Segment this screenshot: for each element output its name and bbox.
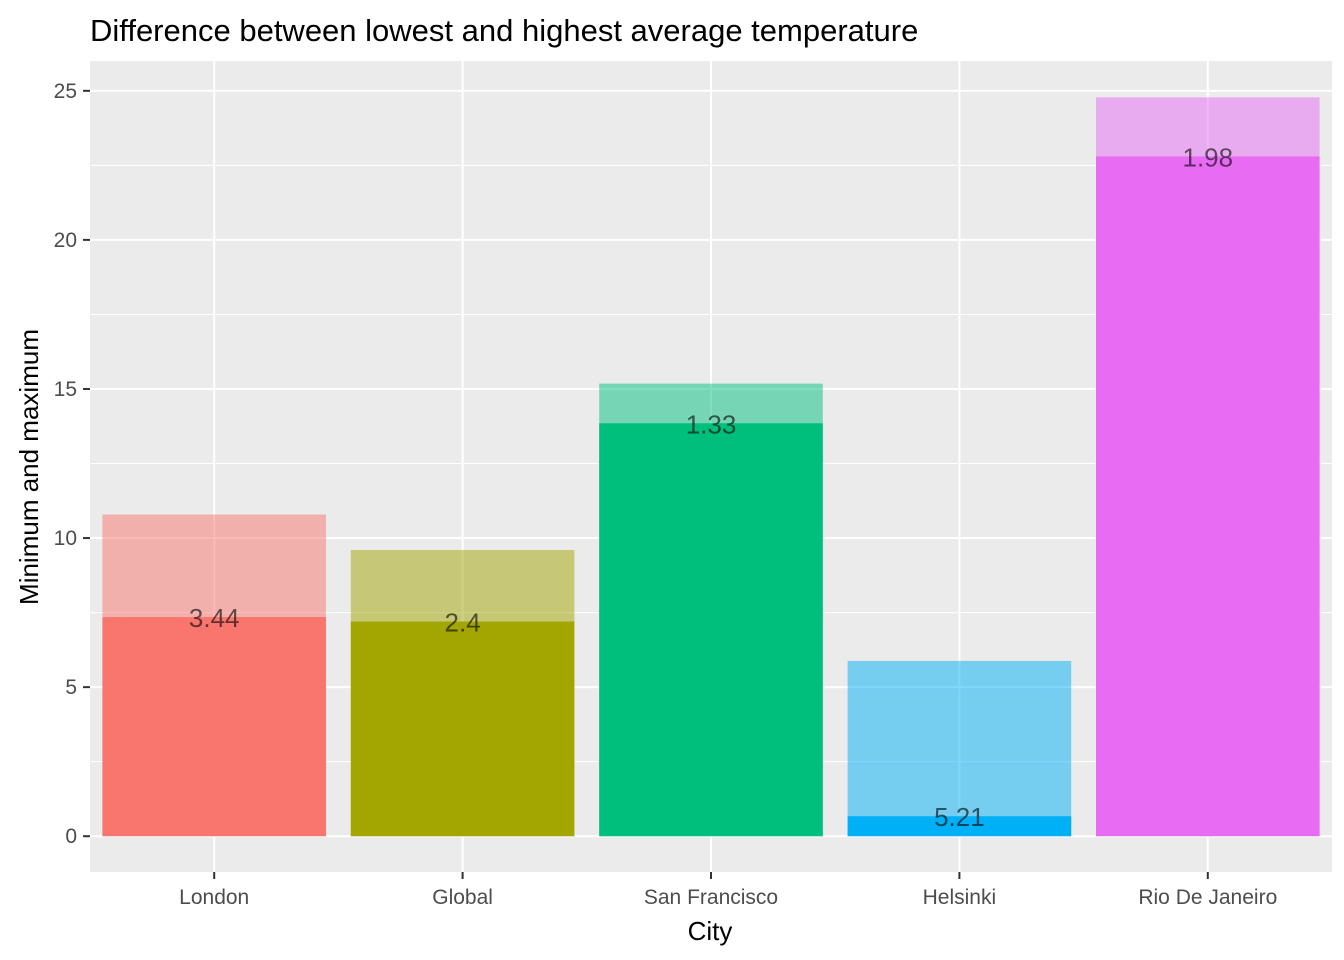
data-label: 1.33	[686, 409, 737, 439]
x-tick-label: Helsinki	[923, 886, 997, 909]
y-axis: 0 5 10 15 20 25	[54, 80, 90, 848]
data-label: 1.98	[1182, 142, 1233, 172]
y-axis-title: Minimum and maximum	[14, 329, 44, 605]
bar-max	[847, 660, 1072, 837]
bar-min	[350, 621, 575, 837]
data-labels: 3.44 2.4 1.33 5.21 1.98	[189, 142, 1233, 832]
x-tick-label: San Francisco	[644, 886, 778, 909]
y-tick-label: 15	[54, 378, 77, 401]
bar-min	[102, 617, 326, 837]
bars-min-series	[102, 156, 1320, 837]
data-label: 5.21	[934, 802, 985, 832]
y-tick-label: 0	[65, 825, 77, 848]
y-tick-label: 10	[54, 527, 77, 550]
bar-min	[1096, 156, 1320, 837]
x-tick-label: Rio De Janeiro	[1138, 886, 1277, 909]
data-label: 2.4	[445, 608, 481, 638]
x-axis-title: City	[688, 916, 733, 946]
bar-min	[847, 816, 1072, 837]
chart-title: Difference between lowest and highest av…	[90, 13, 918, 48]
data-label: 3.44	[189, 603, 240, 633]
x-axis: London Global San Francisco Helsinki Rio De …	[179, 872, 1277, 909]
y-tick-label: 25	[54, 80, 77, 103]
x-tick-label: Global	[432, 886, 493, 909]
y-tick-label: 20	[54, 229, 77, 252]
x-tick-label: London	[179, 886, 249, 909]
y-tick-label: 5	[65, 676, 77, 699]
bar-min	[599, 423, 823, 837]
